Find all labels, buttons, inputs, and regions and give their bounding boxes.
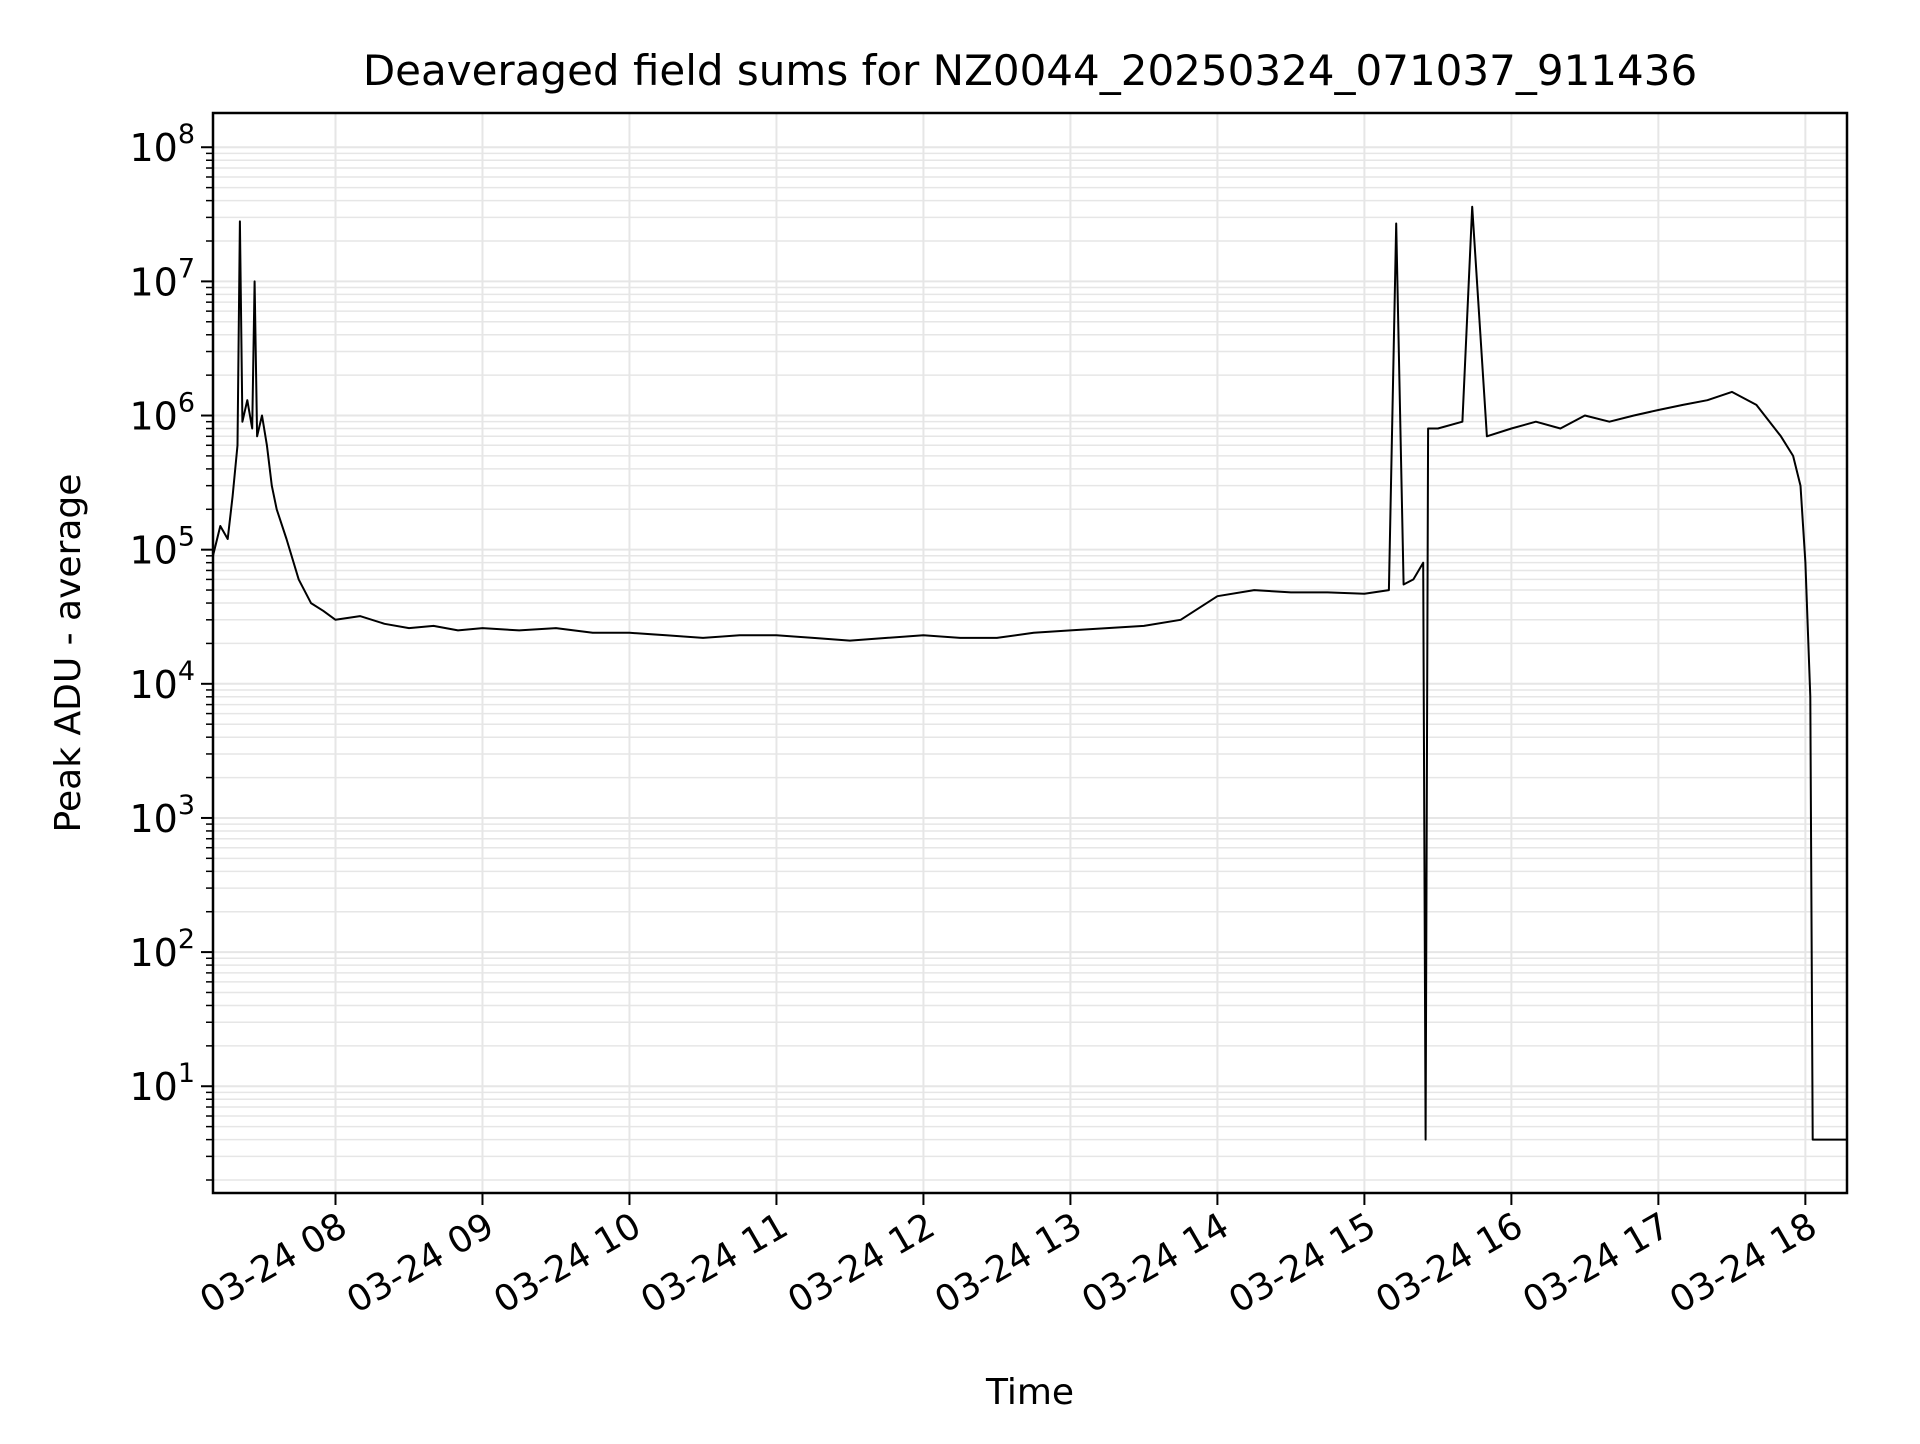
x-tick-label: 03-24 09: [340, 1205, 501, 1321]
y-tick-label-exponent: 4: [178, 656, 195, 687]
y-tick-label: 105: [129, 522, 195, 573]
y-tick-label-base: 10: [129, 529, 177, 573]
x-tick-label: 03-24 08: [193, 1205, 354, 1321]
y-tick-label-base: 10: [129, 663, 177, 707]
y-tick-label-exponent: 6: [178, 388, 195, 419]
y-tick-label-exponent: 7: [178, 253, 195, 284]
y-tick-label-base: 10: [129, 260, 177, 304]
x-tick-label: 03-24 12: [781, 1205, 942, 1321]
x-tick-label: 03-24 11: [634, 1205, 795, 1321]
y-tick-label: 103: [129, 790, 195, 841]
y-tick-label: 104: [129, 656, 195, 707]
y-tick-label-exponent: 8: [178, 119, 195, 150]
x-tick-label: 03-24 13: [928, 1205, 1089, 1321]
series-line-0: [212, 205, 1847, 1141]
series-layer: [212, 205, 1847, 1141]
y-tick-label-base: 10: [129, 797, 177, 841]
y-tick-label: 106: [129, 388, 195, 439]
y-tick-label: 101: [129, 1058, 195, 1109]
y-tick-label-base: 10: [129, 931, 177, 975]
grid: [213, 113, 1847, 1193]
x-tick-label: 03-24 17: [1516, 1205, 1677, 1321]
x-tick-label: 03-24 18: [1663, 1205, 1824, 1321]
y-tick-label: 108: [129, 119, 195, 170]
x-axis-label: Time: [985, 1372, 1074, 1413]
y-tick-label-exponent: 1: [178, 1058, 195, 1089]
y-tick-label: 107: [129, 253, 195, 304]
x-tick-label: 03-24 14: [1075, 1205, 1236, 1321]
x-tick-label: 03-24 15: [1222, 1205, 1383, 1321]
x-tick-label: 03-24 10: [487, 1205, 648, 1321]
y-tick-label-exponent: 3: [178, 790, 195, 821]
y-tick-label-exponent: 2: [178, 924, 195, 955]
x-tick-label: 03-24 16: [1369, 1205, 1530, 1321]
y-tick-label-base: 10: [129, 126, 177, 170]
plot-frame: [211, 111, 1849, 1195]
chart-title: Deaveraged field sums for NZ0044_2025032…: [363, 46, 1697, 95]
y-axis-label: Peak ADU - average: [48, 474, 89, 833]
y-tick-label-base: 10: [129, 1065, 177, 1109]
y-tick-label-base: 10: [129, 395, 177, 439]
y-tick-label-exponent: 5: [178, 522, 195, 553]
y-tick-label: 102: [129, 924, 195, 975]
